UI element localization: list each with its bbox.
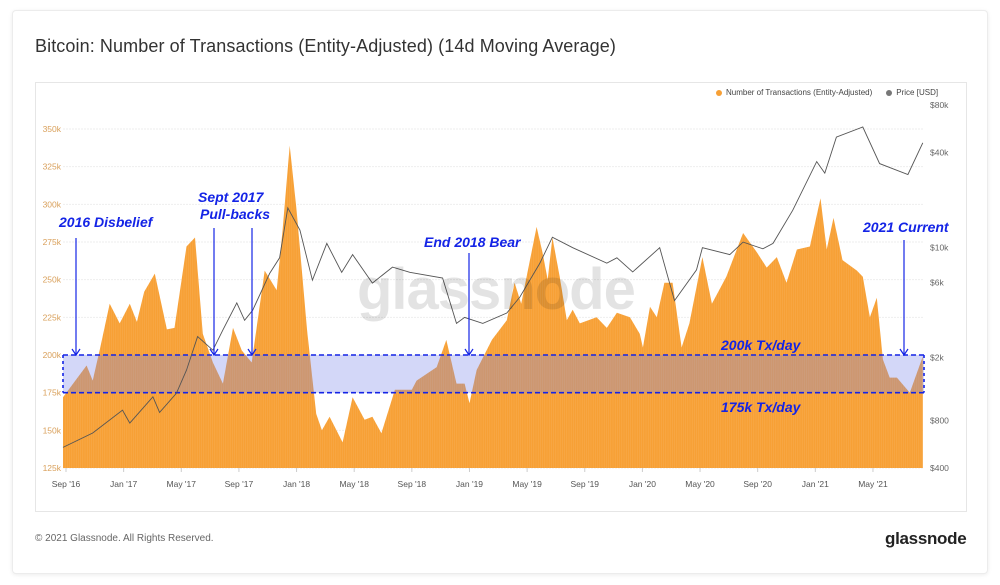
x-tick-label: May '21	[858, 479, 888, 489]
annotation-2016-disbelief: 2016 Disbelief	[59, 214, 153, 230]
copyright: © 2021 Glassnode. All Rights Reserved.	[35, 533, 214, 544]
gray-dot-icon	[886, 89, 893, 96]
x-tick-label: Jan '21	[802, 479, 829, 489]
y-left-tick-label: 350k	[43, 124, 62, 134]
x-tick-label: Jan '20	[629, 479, 656, 489]
band-label-175k: 175k Tx/day	[721, 399, 801, 415]
x-tick-label: Sep '18	[398, 479, 427, 489]
x-tick-label: Jan '18	[283, 479, 310, 489]
y-left-tick-label: 250k	[43, 275, 62, 285]
arrowhead-2016	[71, 348, 81, 357]
annotation-2021-current: 2021 Current	[863, 219, 949, 235]
legend: Number of Transactions (Entity-Adjusted)…	[716, 88, 938, 97]
watermark: glassnode	[357, 257, 636, 322]
legend-label-tx: Number of Transactions (Entity-Adjusted)	[726, 88, 873, 97]
legend-item-price[interactable]: Price [USD]	[886, 88, 938, 97]
y-right-tick-label: $40k	[930, 147, 949, 157]
y-left-tick-label: 200k	[43, 350, 62, 360]
y-right-tick-label: $400	[930, 463, 949, 473]
band-label-200k: 200k Tx/day	[721, 337, 801, 353]
y-right-tick-label: $800	[930, 416, 949, 426]
y-right-tick-label: $80k	[930, 100, 949, 110]
x-tick-label: Sep '19	[570, 479, 599, 489]
x-tick-label: May '18	[339, 479, 369, 489]
y-right-tick-label: $6k	[930, 277, 944, 287]
x-tick-label: Jan '19	[456, 479, 483, 489]
x-tick-label: Jan '17	[110, 479, 137, 489]
y-left-tick-label: 175k	[43, 388, 62, 398]
arrowhead-sept2017-b	[247, 348, 257, 357]
chart-panel	[35, 82, 967, 512]
price-line	[62, 126, 924, 448]
band-group	[62, 354, 925, 394]
x-tick-label: Sep '16	[52, 479, 81, 489]
y-left-tick-label: 125k	[43, 463, 62, 473]
y-left-tick-label: 225k	[43, 312, 62, 322]
glassnode-logo: glassnode	[885, 529, 967, 548]
x-tick-label: May '20	[685, 479, 715, 489]
band-rect	[63, 355, 924, 393]
legend-item-tx[interactable]: Number of Transactions (Entity-Adjusted)	[716, 88, 872, 97]
y-left-tick-label: 275k	[43, 237, 62, 247]
annotation-sept2017-line2: Pull-backs	[200, 206, 271, 222]
y-right-tick-label: $2k	[930, 353, 944, 363]
annotation-sept2017-line1: Sept 2017	[198, 189, 264, 205]
annotation-end2018-bear: End 2018 Bear	[424, 234, 521, 250]
y-left-tick-label: 325k	[43, 162, 62, 172]
arrowhead-sept2017-a	[209, 348, 219, 357]
tx-area	[63, 145, 923, 468]
arrowhead-end2018	[464, 348, 474, 357]
legend-label-price: Price [USD]	[896, 88, 939, 97]
annotation-arrows	[71, 228, 909, 357]
x-tick-label: May '17	[167, 479, 197, 489]
orange-dot-icon	[716, 89, 722, 96]
arrowhead-2021	[899, 348, 909, 357]
x-tick-label: Sep '20	[743, 479, 772, 489]
price-line-group	[62, 126, 924, 448]
axis-ticks: 125k 150k 175k 200k 225k 250k 275k 300k 325k 350k…	[43, 100, 950, 489]
y-right-tick-label: $10k	[930, 242, 949, 252]
y-left-tick-label: 300k	[43, 199, 62, 209]
y-left-tick-label: 150k	[43, 425, 62, 435]
x-tick-label: May '19	[512, 479, 542, 489]
x-tick-label: Sep '17	[225, 479, 254, 489]
page-title: Bitcoin: Number of Transactions (Entity-…	[35, 36, 616, 56]
